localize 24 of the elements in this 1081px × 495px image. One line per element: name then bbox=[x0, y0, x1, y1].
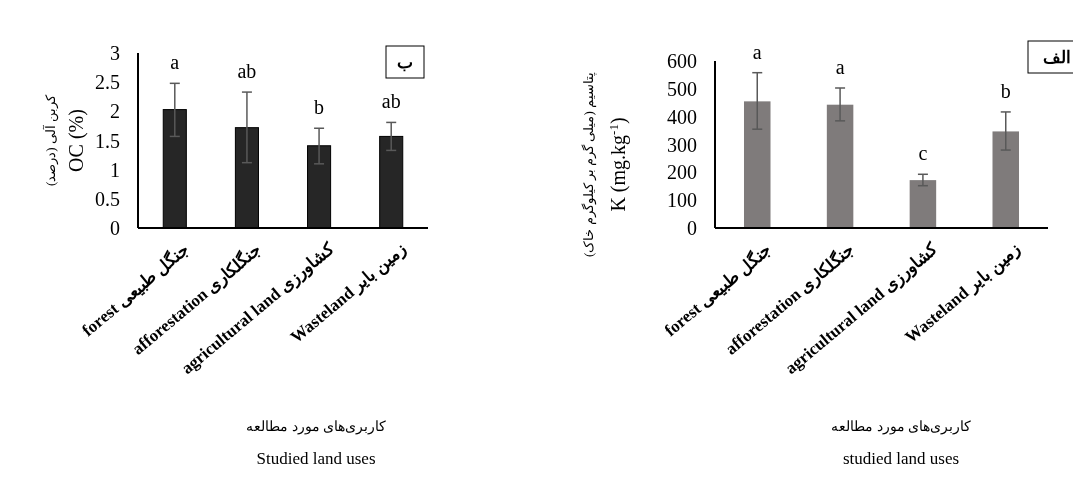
y-tick-label: 0.5 bbox=[95, 187, 120, 210]
y-tick-label: 1.5 bbox=[95, 129, 120, 152]
annotation: a bbox=[835, 56, 845, 78]
y-tick-label: 100 bbox=[667, 189, 697, 212]
annotation: a bbox=[170, 51, 180, 74]
annotation: c bbox=[918, 142, 928, 165]
y-tick-label: 2 bbox=[110, 100, 120, 123]
annotation: الف bbox=[1043, 47, 1071, 67]
y-tick-label: 0 bbox=[687, 217, 697, 239]
annotation: b bbox=[1000, 79, 1011, 102]
y-tick-label: 500 bbox=[667, 77, 697, 100]
annotation: b bbox=[314, 96, 325, 119]
y-tick-label: 0 bbox=[110, 217, 120, 239]
annotation: a bbox=[752, 40, 762, 63]
annotation: ab bbox=[381, 90, 401, 113]
y-tick-label: 300 bbox=[667, 133, 697, 156]
y-tick-label: 400 bbox=[667, 105, 697, 128]
y-tick-label: 1 bbox=[110, 158, 120, 181]
y-tick-label: 3 bbox=[110, 42, 120, 64]
y-tick-label: 600 bbox=[667, 50, 697, 72]
annotation: ab bbox=[237, 60, 257, 83]
annotation: ب bbox=[397, 52, 413, 72]
y-tick-label: 2.5 bbox=[95, 71, 120, 94]
y-tick-label: 200 bbox=[667, 161, 697, 184]
